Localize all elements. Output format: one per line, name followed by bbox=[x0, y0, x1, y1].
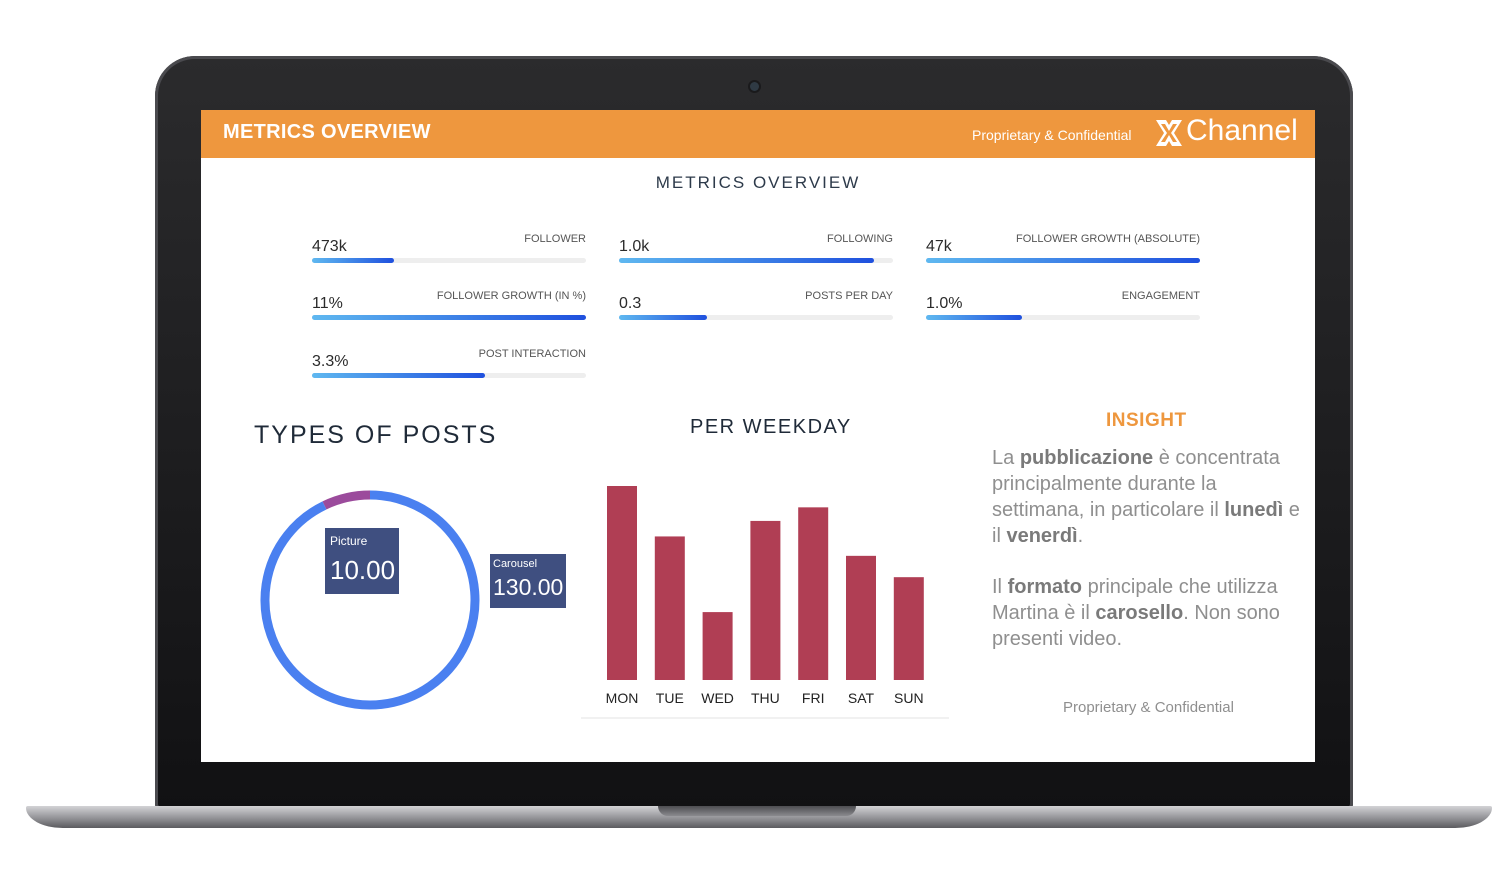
insight-paragraph-1: La pubblicazione è concentrata principal… bbox=[992, 447, 1300, 547]
metric-bar bbox=[619, 315, 893, 320]
metric-engagement: 1.0% ENGAGEMENT bbox=[926, 287, 1200, 327]
footer-confidential: Proprietary & Confidential bbox=[1063, 699, 1234, 716]
carousel-tooltip-label: Carousel bbox=[493, 558, 538, 570]
donut-slice-picture bbox=[322, 490, 371, 510]
weekday-bar-wed bbox=[702, 612, 733, 680]
carousel-tooltip: Carousel 130.00 bbox=[490, 554, 566, 608]
header-confidential: Proprietary & Confidential bbox=[972, 127, 1132, 143]
metric-label: POSTS PER DAY bbox=[805, 290, 893, 302]
metric-bar bbox=[619, 258, 893, 263]
picture-tooltip-value: 10.00 bbox=[330, 555, 396, 585]
carousel-tooltip-value: 130.00 bbox=[493, 574, 564, 600]
section-title: METRICS OVERVIEW bbox=[655, 173, 861, 192]
weekday-bar-fri bbox=[798, 507, 829, 680]
weekday-tick-label: SAT bbox=[848, 690, 875, 706]
metric-bar bbox=[312, 258, 586, 263]
metric-follower-growth-percent: 11% FOLLOWER GROWTH (IN %) bbox=[312, 287, 586, 327]
weekday-tick-label: FRI bbox=[802, 690, 825, 706]
weekday-tick-label: THU bbox=[751, 690, 780, 706]
metric-bar bbox=[312, 315, 586, 320]
metric-value: 11% bbox=[312, 295, 343, 312]
weekday-bar-sat bbox=[846, 555, 876, 680]
metric-posts-per-day: 0.3 POSTS PER DAY bbox=[619, 287, 893, 327]
metric-bar-fill bbox=[619, 258, 874, 263]
metric-bar-fill bbox=[312, 258, 395, 263]
metric-following: 1.0k FOLLOWING bbox=[619, 230, 893, 270]
metric-post-interaction: 3.3% POST INTERACTION bbox=[312, 345, 586, 385]
metric-value: 1.0k bbox=[619, 238, 650, 255]
metric-follower-growth-absolute: 47k FOLLOWER GROWTH (ABSOLUTE) bbox=[926, 230, 1200, 270]
weekday-bar-tue bbox=[654, 536, 685, 680]
types-of-posts-title: TYPES OF POSTS bbox=[254, 421, 498, 449]
metric-value: 3.3% bbox=[312, 353, 349, 370]
metric-bar-fill bbox=[312, 373, 485, 378]
metric-follower: 473k FOLLOWER bbox=[312, 230, 586, 270]
metric-label: FOLLOWER GROWTH (ABSOLUTE) bbox=[1016, 233, 1200, 245]
metric-label: FOLLOWER GROWTH (IN %) bbox=[436, 290, 586, 302]
laptop-notch bbox=[658, 806, 856, 816]
weekday-tick-label: WED bbox=[701, 690, 734, 706]
screen: METRICS OVERVIEW Proprietary & Confident… bbox=[201, 110, 1315, 762]
picture-tooltip-label: Picture bbox=[330, 534, 368, 548]
insight-title: INSIGHT bbox=[1106, 410, 1187, 431]
camera-dot bbox=[750, 82, 759, 91]
metric-label: FOLLOWER bbox=[524, 233, 586, 245]
metric-label: POST INTERACTION bbox=[478, 348, 586, 360]
metric-bar bbox=[926, 258, 1200, 263]
header-title: METRICS OVERVIEW bbox=[223, 121, 431, 143]
metric-bar-fill bbox=[312, 315, 586, 320]
weekday-bar-mon bbox=[607, 486, 637, 680]
metric-label: ENGAGEMENT bbox=[1121, 290, 1200, 302]
metric-value: 0.3 bbox=[619, 295, 642, 312]
metric-label: FOLLOWING bbox=[826, 233, 893, 245]
metric-bar-fill bbox=[926, 315, 1022, 320]
metric-bar bbox=[926, 315, 1200, 320]
header-bar: METRICS OVERVIEW Proprietary & Confident… bbox=[201, 110, 1315, 158]
channel-logo-icon bbox=[1156, 120, 1182, 146]
weekday-tick-label: TUE bbox=[656, 690, 684, 706]
picture-tooltip: Picture 10.00 bbox=[325, 528, 399, 594]
donut-slice-carousel bbox=[260, 490, 480, 710]
metric-value: 1.0% bbox=[926, 295, 963, 312]
brand-name: Channel bbox=[1186, 114, 1298, 147]
metric-bar-fill bbox=[926, 258, 1200, 263]
metric-value: 47k bbox=[926, 238, 952, 255]
weekday-bar-sun bbox=[893, 577, 924, 680]
weekday-tick-label: MON bbox=[606, 690, 639, 706]
weekday-tick-label: SUN bbox=[894, 690, 924, 706]
per-weekday-title: PER WEEKDAY bbox=[690, 416, 852, 438]
metric-bar bbox=[312, 373, 586, 378]
types-of-posts-donut bbox=[260, 490, 480, 710]
laptop-base bbox=[26, 806, 1492, 828]
metric-value: 473k bbox=[312, 238, 347, 255]
metric-bar-fill bbox=[619, 315, 707, 320]
insight-paragraph-2: Il formato principale che utilizza Marti… bbox=[992, 576, 1280, 650]
per-weekday-chart: MON TUE WED THU FRI SAT SUN bbox=[581, 486, 949, 719]
weekday-bar-thu bbox=[750, 520, 781, 680]
